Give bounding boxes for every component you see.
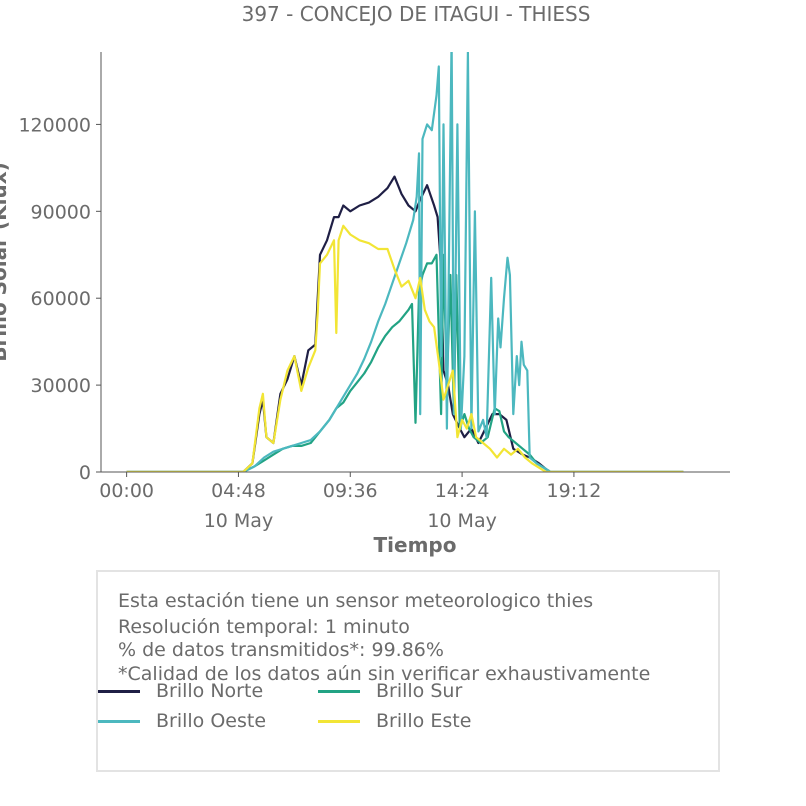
legend-label-este: Brillo Este — [376, 710, 472, 732]
plot-lines — [126, 52, 684, 472]
x-tick-sublabel: 10 May — [427, 510, 497, 532]
legend-item-brillo-oeste: Brillo Oeste — [98, 710, 266, 732]
y-axis-label: Brillo Solar (Klux) — [0, 162, 11, 361]
series-line-brillo-este — [126, 224, 684, 472]
legend-item-brillo-este: Brillo Este — [318, 710, 471, 732]
series-line-brillo-sur — [126, 253, 684, 472]
legend-label-sur: Brillo Sur — [376, 680, 463, 702]
x-tick-label: 14:24 — [435, 480, 490, 502]
y-ticks: 0 30000 60000 90000 120000 — [18, 114, 101, 484]
legend-label-norte: Brillo Norte — [156, 680, 264, 702]
y-tick-label: 0 — [79, 462, 91, 484]
y-tick-label: 120000 — [18, 114, 91, 136]
chart-area: 397 - CONCEJO DE ITAGUI - THIESS 0 30000 6… — [0, 2, 730, 557]
x-tick-label: 19:12 — [547, 480, 602, 502]
series-line-brillo-oeste — [126, 52, 684, 472]
legend-swatch-oeste — [98, 719, 140, 723]
x-ticks: 00:00 04:48 10 May 09:36 14:24 10 May 19:12 — [99, 472, 601, 532]
info-station-text: Esta estación tiene un sensor meteorolog… — [118, 590, 594, 612]
info-box: Esta estación tiene un sensor meteorolog… — [96, 570, 720, 772]
legend-item-brillo-sur: Brillo Sur — [318, 680, 462, 702]
chart-title: 397 - CONCEJO DE ITAGUI - THIESS — [242, 2, 591, 26]
y-tick-label: 30000 — [31, 375, 91, 397]
info-quality-text: *Calidad de los datos aún sin verificar … — [118, 663, 651, 685]
legend-swatch-sur — [318, 689, 360, 693]
series-line-brillo-norte — [126, 175, 684, 472]
y-tick-label: 60000 — [31, 288, 91, 310]
legend-label-oeste: Brillo Oeste — [156, 710, 267, 732]
x-tick-label: 04:48 — [211, 480, 266, 502]
y-tick-label: 90000 — [31, 201, 91, 223]
legend-swatch-este — [318, 719, 360, 723]
axes — [100, 52, 730, 473]
legend-swatch-norte — [98, 689, 140, 693]
info-resolution-text: Resolución temporal: 1 minuto — [118, 616, 410, 638]
x-tick-sublabel: 10 May — [204, 510, 274, 532]
x-tick-label: 09:36 — [323, 480, 378, 502]
info-percentage-text: % de datos transmitidos*: 99.86% — [118, 639, 444, 661]
legend-item-brillo-norte: Brillo Norte — [98, 680, 263, 702]
x-tick-label: 00:00 — [99, 480, 154, 502]
x-axis-label: Tiempo — [374, 533, 457, 557]
